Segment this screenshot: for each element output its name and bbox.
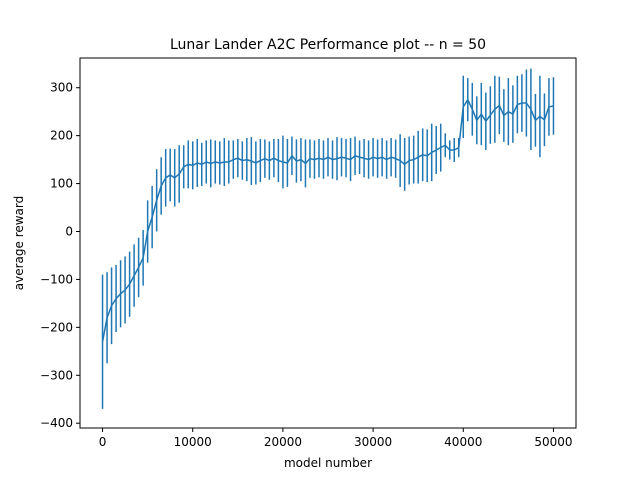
x-tick-label: 50000 <box>534 435 572 449</box>
y-tick-label: 100 <box>50 177 73 191</box>
y-tick-label: −300 <box>40 368 73 382</box>
y-axis-label: average reward <box>12 196 26 291</box>
mean-reward-line <box>101 98 554 342</box>
y-tick-label: 300 <box>50 81 73 95</box>
plot-area <box>80 58 576 428</box>
y-tick-label: 0 <box>65 224 73 238</box>
x-tick-label: 40000 <box>444 435 482 449</box>
y-axis-ticks: −400 −300 −200 −100 0 100 200 300 <box>40 81 80 430</box>
x-tick-label: 10000 <box>174 435 212 449</box>
axes-frame <box>79 57 577 429</box>
x-tick-label: 20000 <box>264 435 302 449</box>
y-tick-label: −200 <box>40 320 73 334</box>
y-tick-label: 200 <box>50 129 73 143</box>
x-axis-label: model number <box>284 456 372 470</box>
x-tick-label: 0 <box>99 435 107 449</box>
y-tick-label: −100 <box>40 272 73 286</box>
x-tick-label: 30000 <box>354 435 392 449</box>
x-axis-ticks: 0 10000 20000 30000 40000 50000 <box>99 428 573 449</box>
y-tick-label: −400 <box>40 416 73 430</box>
chart-title: Lunar Lander A2C Performance plot -- n =… <box>170 37 486 53</box>
